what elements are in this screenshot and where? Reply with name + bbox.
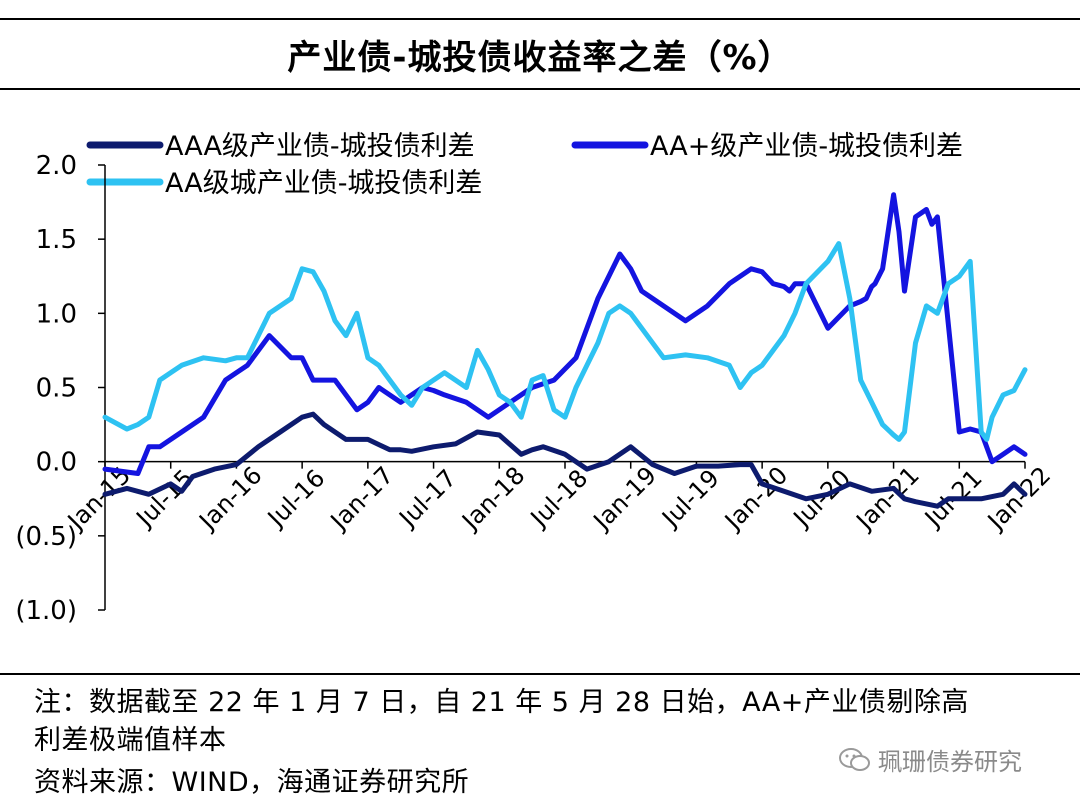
footnote-continued: 利差极端值样本 <box>34 725 227 756</box>
series-line-3 <box>102 241 1028 442</box>
legend-label: AA+级产业债-城投债利差 <box>650 131 963 162</box>
x-tick-label: Jul-20 <box>787 464 856 533</box>
x-tick-label: Jul-17 <box>393 464 462 533</box>
source-line: 资料来源：WIND，海通证券研究所 <box>34 767 470 798</box>
series-line-2 <box>102 192 1028 476</box>
legend-label: AAA级产业债-城投债利差 <box>165 131 475 162</box>
title-rule <box>0 88 1080 90</box>
line-chart: AAA级产业债-城投债利差 AA+级产业债-城投债利差AA级城产业债-城投债利差 … <box>15 131 1056 626</box>
watermark: 珮珊债券研究 <box>838 742 1022 777</box>
x-tick-label: Jul-18 <box>524 464 593 533</box>
y-tick-label: 1.0 <box>36 299 77 329</box>
y-tick-label: 1.5 <box>36 225 77 255</box>
watermark-text: 珮珊债券研究 <box>878 748 1022 776</box>
legend-label: AA级城产业债-城投债利差 <box>165 168 482 199</box>
bottom-rule <box>0 673 1080 675</box>
y-tick-label: (1.0) <box>15 596 77 626</box>
y-tick-label: 0.0 <box>36 448 77 478</box>
y-tick-label: 2.0 <box>36 151 77 181</box>
wechat-icon <box>839 747 870 771</box>
top-rule <box>0 18 1080 20</box>
x-tick-label: Jan-17 <box>324 461 399 536</box>
footnote: 注：数据截至 22 年 1 月 7 日，自 21 年 5 月 28 日始，AA+… <box>34 687 969 718</box>
y-axis: 2.0 1.5 1.0 0.5 0.0 (0.5) (1.0) <box>15 151 106 626</box>
x-tick-label: Jul-16 <box>261 464 330 533</box>
series-line-1 <box>102 411 1028 509</box>
chart-title: 产业债-城投债收益率之差（%） <box>287 38 793 78</box>
y-tick-label: (0.5) <box>15 522 77 552</box>
x-tick-label: Jan-18 <box>455 461 530 536</box>
legend: AAA级产业债-城投债利差 AA+级产业债-城投债利差 AA级城产业债-城投债利差 <box>86 131 963 199</box>
series-layer <box>102 192 1028 509</box>
x-tick-label: Jul-19 <box>655 464 724 533</box>
y-tick-label: 0.5 <box>36 374 77 404</box>
x-tick-label: Jan-19 <box>587 461 662 536</box>
